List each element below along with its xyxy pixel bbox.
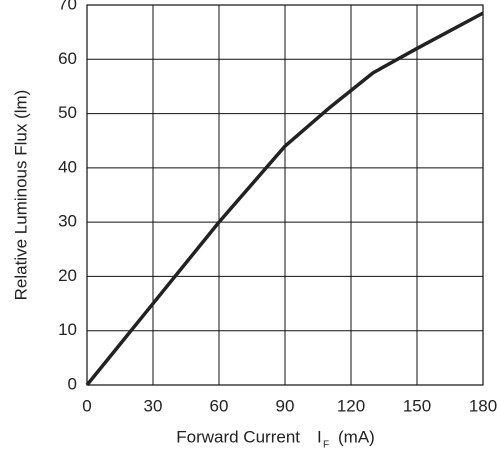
x-tick-label: 30 xyxy=(144,396,163,415)
x-tick-label: 0 xyxy=(82,396,91,415)
y-tick-label: 60 xyxy=(58,49,77,68)
x-tick-label: 60 xyxy=(210,396,229,415)
x-axis-symbol: I xyxy=(317,427,322,446)
y-tick-label: 0 xyxy=(68,374,77,393)
x-tick-label: 120 xyxy=(337,396,365,415)
y-axis-label: Relative Luminous Flux (lm) xyxy=(11,90,30,301)
y-tick-label: 20 xyxy=(58,266,77,285)
x-tick-label: 90 xyxy=(276,396,295,415)
y-tick-label: 70 xyxy=(58,0,77,13)
x-tick-label: 150 xyxy=(403,396,431,415)
y-tick-label: 10 xyxy=(58,320,77,339)
x-axis-unit: (mA) xyxy=(338,427,375,446)
y-tick-label: 40 xyxy=(58,157,77,176)
x-tick-label: 180 xyxy=(469,396,497,415)
data-line xyxy=(85,11,484,387)
x-axis-subscript: F xyxy=(323,440,329,451)
x-axis-label: Forward Current xyxy=(176,427,300,446)
y-tick-label: 30 xyxy=(58,212,77,231)
y-tick-label: 50 xyxy=(58,103,77,122)
plot-border xyxy=(86,4,484,386)
